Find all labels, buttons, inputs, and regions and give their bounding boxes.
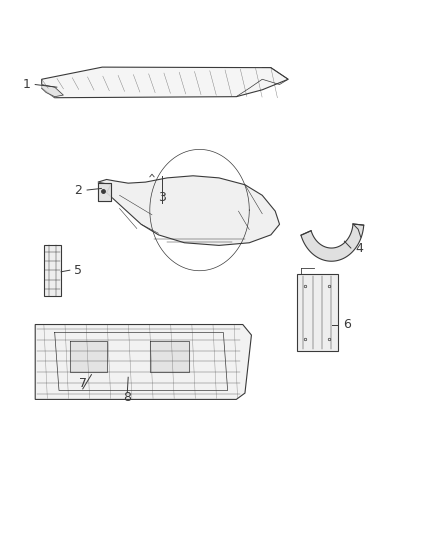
- Text: 7: 7: [79, 377, 87, 390]
- Text: 5: 5: [74, 264, 82, 277]
- Polygon shape: [42, 85, 64, 96]
- Text: 8: 8: [124, 391, 131, 404]
- Polygon shape: [70, 342, 106, 372]
- Text: 6: 6: [343, 318, 350, 331]
- Polygon shape: [297, 274, 338, 351]
- Polygon shape: [98, 176, 279, 245]
- Text: 3: 3: [158, 191, 166, 205]
- Polygon shape: [35, 325, 251, 399]
- Polygon shape: [301, 224, 364, 261]
- Polygon shape: [44, 245, 61, 295]
- Text: 1: 1: [23, 78, 31, 91]
- Polygon shape: [98, 183, 111, 200]
- Text: 4: 4: [356, 241, 364, 255]
- Text: 2: 2: [74, 183, 82, 197]
- Polygon shape: [150, 342, 189, 372]
- Polygon shape: [42, 67, 288, 98]
